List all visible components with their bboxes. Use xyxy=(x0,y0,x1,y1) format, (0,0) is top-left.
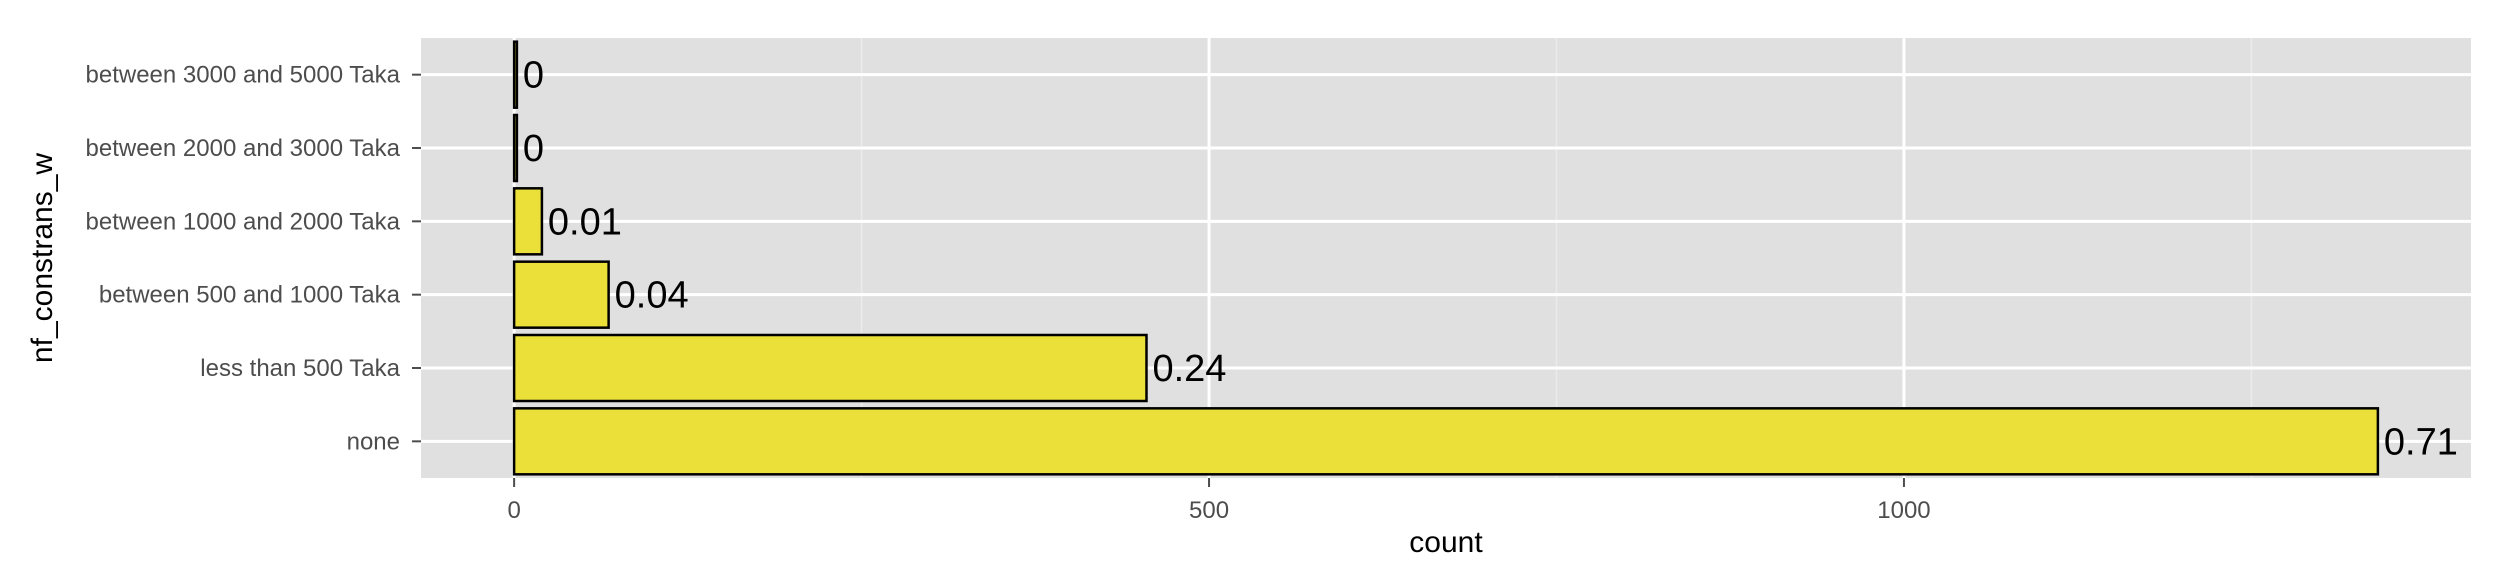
data-label: 0.71 xyxy=(2384,421,2458,463)
data-label: 0 xyxy=(523,128,544,170)
data-label: 0.01 xyxy=(548,201,622,243)
bar xyxy=(512,407,2380,476)
plot-panel xyxy=(421,38,2471,478)
y-tick-label: between 3000 and 5000 Taka xyxy=(86,62,401,89)
bar xyxy=(512,333,1148,403)
bar xyxy=(512,260,610,329)
bar xyxy=(512,113,519,183)
x-tick-label: 1000 xyxy=(1877,497,1930,524)
x-axis-title: count xyxy=(1409,526,1483,559)
x-tick-label: 500 xyxy=(1189,497,1229,524)
bars xyxy=(512,40,2380,476)
y-tick-label: between 1000 and 2000 Taka xyxy=(86,208,401,235)
data-label: 0.04 xyxy=(615,275,689,317)
y-axis-title: nf_constrans_w xyxy=(26,153,59,363)
y-tick-label: between 2000 and 3000 Taka xyxy=(86,135,401,162)
x-axis: 0 500 1000 xyxy=(507,478,1931,524)
bar xyxy=(512,187,544,256)
bar xyxy=(512,40,519,109)
y-tick-label: less than 500 Taka xyxy=(200,355,400,382)
data-label: 0 xyxy=(523,55,544,97)
data-label: 0.24 xyxy=(1152,348,1226,390)
y-tick-label: between 500 and 1000 Taka xyxy=(99,282,401,309)
x-tick-label: 0 xyxy=(507,497,520,524)
y-axis: none less than 500 Taka between 500 and 10… xyxy=(86,62,421,455)
y-tick-label: none xyxy=(347,428,400,455)
